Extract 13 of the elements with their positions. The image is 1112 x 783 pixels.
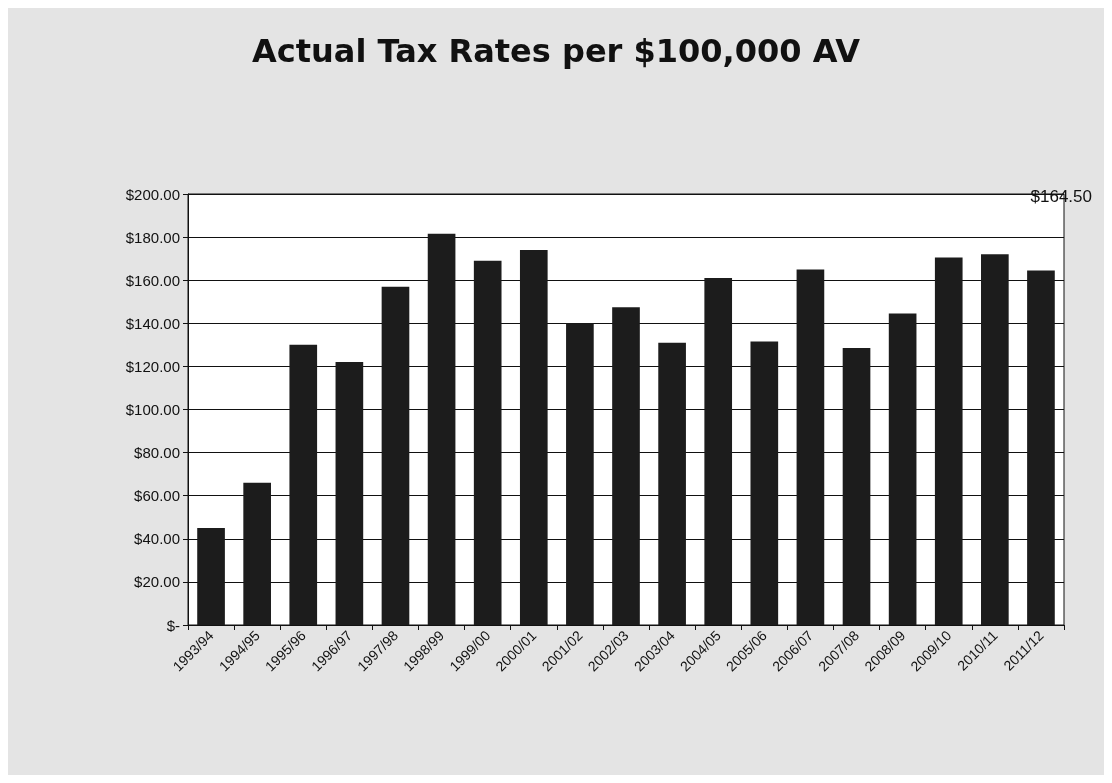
y-tick-label: $140.00 <box>125 314 180 332</box>
y-tick-label: $40.00 <box>134 530 180 548</box>
y-tick-label: $80.00 <box>134 444 180 462</box>
y-tick-label: $200.00 <box>125 185 180 203</box>
y-tick-label: $120.00 <box>125 357 180 375</box>
y-tick-label: $100.00 <box>125 401 180 418</box>
chart-title: Actual Tax Rates per $100,000 AV <box>251 32 861 70</box>
y-tick-label: $20.00 <box>134 573 180 591</box>
annotation: $164.50 <box>1030 187 1092 206</box>
y-tick-label: $180.00 <box>125 228 180 246</box>
y-tick-label: $160.00 <box>125 271 180 289</box>
y-tick-label: $- <box>166 616 180 634</box>
y-tick-label: $60.00 <box>134 487 180 505</box>
